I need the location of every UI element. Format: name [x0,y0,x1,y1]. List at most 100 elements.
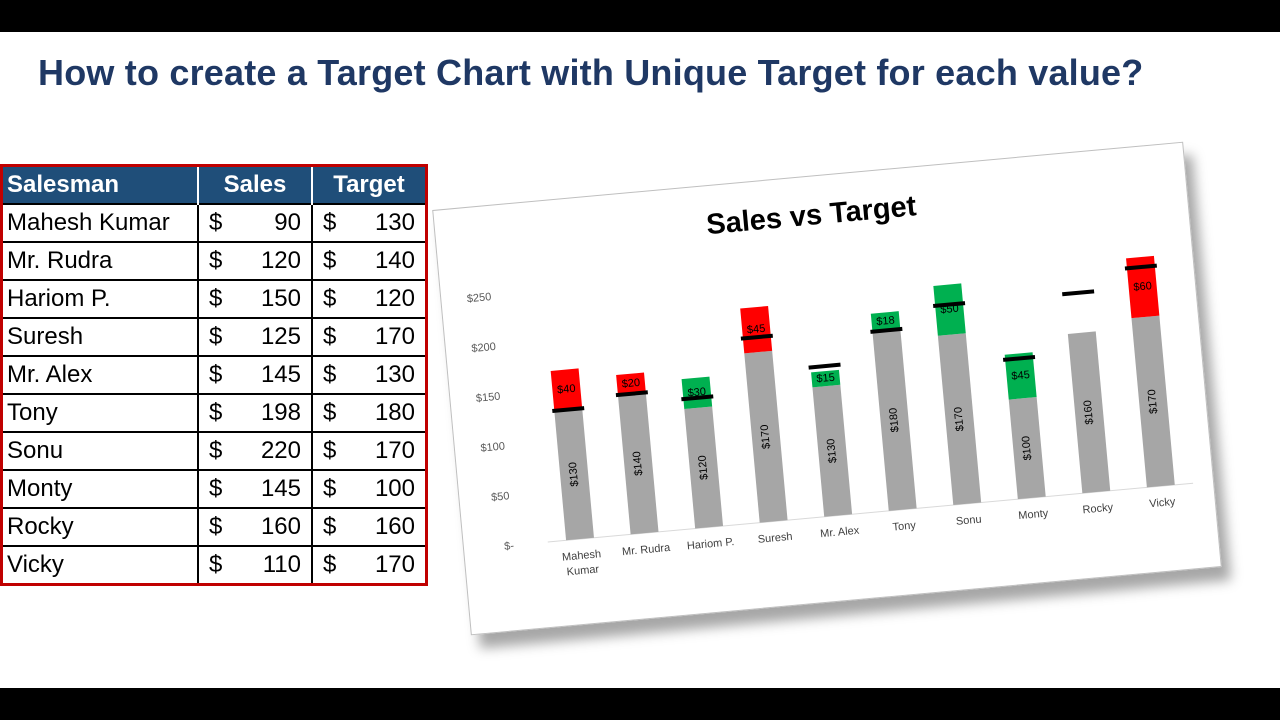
target-cell: $120 [311,279,427,318]
salesman-cell: Mahesh Kumar [1,203,198,242]
y-tick-label: $- [504,540,515,553]
salesman-cell: Hariom P. [1,279,198,318]
category-label: Suresh [757,531,793,546]
table-row: Tony $198 $180 [1,393,427,432]
header-target: Target [311,165,427,204]
sales-value: 120 [260,247,301,274]
table-row: Mahesh Kumar $90 $130 [1,203,427,242]
difference-bar-label: $18 [876,315,895,329]
difference-bar-label: $45 [1011,369,1030,383]
salesman-cell: Mr. Alex [1,355,198,394]
currency-symbol: $ [323,551,337,578]
base-bar [872,329,917,511]
category-label: Mr. Alex [820,525,861,541]
currency-symbol: $ [323,475,337,502]
category-label: Kumar [566,563,600,578]
target-cell: $100 [311,469,427,508]
category-label: Rocky [1082,502,1114,517]
target-marker [808,362,841,370]
difference-bar-label: $45 [746,323,765,337]
target-value: 180 [374,399,415,426]
base-bar [1067,331,1111,494]
table-row: Sonu $220 $170 [1,431,427,470]
sales-value: 220 [260,437,301,464]
currency-symbol: $ [209,399,223,426]
currency-symbol: $ [209,437,223,464]
sales-value: 145 [260,361,301,388]
salesman-name: Mahesh Kumar [7,209,170,236]
difference-bar-label: $40 [557,383,576,397]
table-row: Hariom P. $150 $120 [1,279,427,318]
currency-symbol: $ [209,285,223,312]
table-row: Mr. Rudra $120 $140 [1,241,427,280]
table-row: Mr. Alex $145 $130 [1,355,427,394]
category-label: Tony [892,519,917,533]
salesman-cell: Sonu [1,431,198,470]
difference-bar [616,372,646,395]
target-marker [1124,263,1158,271]
target-marker [870,326,903,334]
base-bar [684,406,724,529]
target-value: 120 [374,285,415,312]
currency-symbol: $ [209,323,223,350]
sales-table: Salesman Sales Target Mahesh Kumar $90 $13… [0,164,428,586]
salesman-name: Vicky [7,551,64,578]
sales-value: 160 [260,513,301,540]
base-bar-label: $170 [952,406,966,431]
target-value: 170 [374,551,415,578]
base-bar [744,350,788,523]
salesman-cell: Tony [1,393,198,432]
salesman-name: Monty [7,475,73,502]
category-label: Mr. Rudra [622,542,672,558]
target-cell: $160 [311,507,427,546]
sales-value: 125 [260,323,301,350]
currency-symbol: $ [323,513,337,540]
difference-bar-label: $20 [621,377,640,391]
base-bar-label: $130 [567,462,581,487]
header-sales: Sales [197,165,312,204]
sales-value: 198 [260,399,301,426]
target-marker [740,333,773,341]
difference-bar [1004,352,1037,400]
sales-cell: $198 [197,393,312,432]
target-value: 130 [374,361,415,388]
salesman-cell: Mr. Rudra [1,241,198,280]
y-tick-label: $250 [466,291,491,305]
target-marker [681,394,714,402]
sales-cell: $220 [197,431,312,470]
currency-symbol: $ [323,361,337,388]
currency-symbol: $ [209,247,223,274]
currency-symbol: $ [323,247,337,274]
y-tick-label: $50 [491,490,510,504]
base-bar-label: $130 [825,438,839,463]
base-bar-label: $180 [887,407,901,432]
currency-symbol: $ [323,209,337,236]
sales-value: 90 [274,209,301,236]
currency-symbol: $ [209,361,223,388]
currency-symbol: $ [209,475,223,502]
currency-symbol: $ [209,209,223,236]
base-bar [1131,315,1175,488]
target-marker [615,390,648,398]
y-tick-label: $100 [480,440,505,454]
base-bar [812,384,853,517]
difference-bar [550,368,583,411]
sales-cell: $145 [197,469,312,508]
target-marker [1002,355,1036,362]
difference-bar [681,376,713,410]
target-value: 140 [374,247,415,274]
base-bar [617,392,659,535]
category-label: Sonu [955,514,982,528]
sales-value: 150 [260,285,301,312]
target-value: 170 [374,437,415,464]
table-row: Suresh $125 $170 [1,317,427,356]
sales-vs-target-chart: Sales vs Target $- $50 $100 $150 $200 $250 $130… [466,190,1194,578]
sales-cell: $120 [197,241,312,280]
salesman-cell: Rocky [1,507,198,546]
salesman-name: Rocky [7,513,74,540]
salesman-name: Hariom P. [7,285,111,312]
currency-symbol: $ [323,437,337,464]
category-label: Mahesh [562,548,602,563]
sales-value: 145 [260,475,301,502]
sales-cell: $110 [197,545,312,585]
